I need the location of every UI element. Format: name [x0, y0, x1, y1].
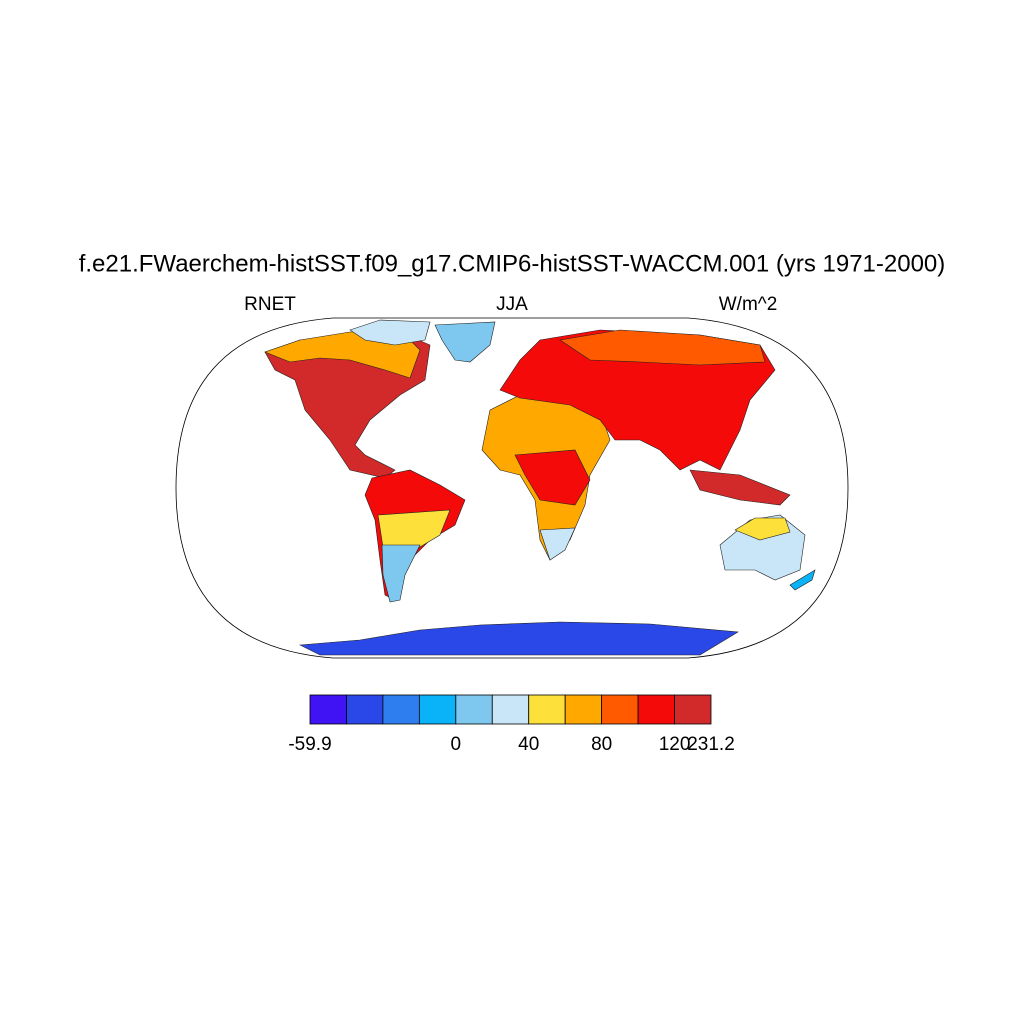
colorbar-label: 80: [591, 734, 612, 755]
colorbar-box: [418, 694, 457, 725]
title: f.e21.FWaerchem-histSST.f09_g17.CMIP6-hi…: [79, 250, 946, 277]
colorbar-box: [491, 694, 530, 725]
southeast-asia: [689, 469, 791, 506]
colorbar-box: [309, 694, 347, 725]
patagonia: [381, 544, 421, 603]
greenland: [434, 321, 496, 363]
colorbar-box: [455, 694, 493, 725]
colorbar-box: [382, 694, 420, 725]
left-label: RNET: [244, 294, 296, 315]
antarctica: [298, 621, 739, 656]
canada-islands: [349, 319, 431, 346]
colorbar-label: 40: [518, 734, 539, 755]
colorbar-box: [564, 694, 603, 725]
right-label: W/m^2: [719, 294, 778, 315]
colorbar-box: [601, 694, 639, 725]
siberia: [559, 329, 766, 366]
center-label: JJA: [496, 294, 528, 315]
map: [264, 319, 816, 656]
colorbar-label: 231.2: [687, 734, 735, 755]
colorbar-box: [674, 694, 712, 725]
colorbar-box: [637, 694, 675, 725]
new-zealand: [789, 569, 816, 591]
colorbar-box: [346, 694, 384, 725]
map-outline: [175, 317, 849, 659]
colorbar-label: -59.9: [288, 734, 331, 755]
colorbar-label: 0: [451, 734, 462, 755]
australia-north: [734, 517, 791, 541]
colorbar-label: 120: [659, 734, 691, 755]
colorbar-box: [528, 694, 566, 725]
africa-south: [539, 527, 576, 561]
africa-central: [514, 449, 591, 506]
